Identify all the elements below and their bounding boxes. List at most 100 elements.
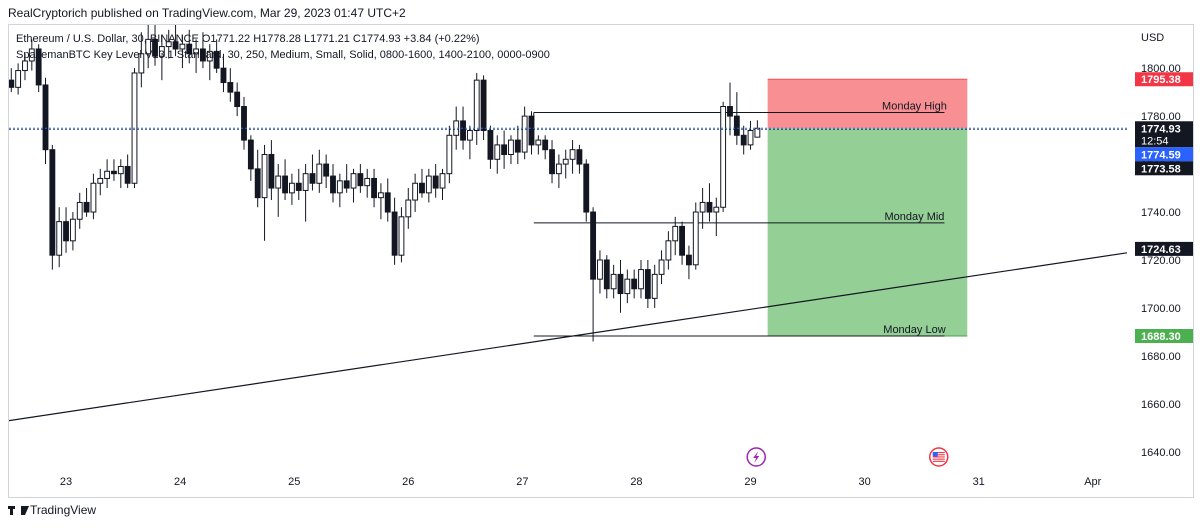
candle-body xyxy=(330,175,336,194)
candle xyxy=(466,125,473,160)
candle-body xyxy=(665,240,672,261)
candle xyxy=(117,159,124,189)
candlestick-chart[interactable]: Monday High Monday Mid Monday Low USD 1640.… xyxy=(9,25,1193,497)
candle xyxy=(439,168,446,201)
candle xyxy=(104,159,111,189)
candle-body xyxy=(754,127,761,138)
candle xyxy=(487,125,494,169)
candle xyxy=(686,245,692,280)
candle xyxy=(555,154,562,189)
candle-body xyxy=(83,201,90,213)
candle-body xyxy=(63,221,69,242)
candle-body xyxy=(631,278,638,290)
price-label-text: 1774.93 xyxy=(1141,123,1181,135)
candle xyxy=(727,82,733,136)
x-tick-label: 26 xyxy=(402,476,414,488)
y-tick-label: 1720.00 xyxy=(1141,255,1181,267)
price-label-bg xyxy=(1135,329,1193,344)
candle xyxy=(692,202,699,270)
price-label-text: 1724.63 xyxy=(1141,244,1181,256)
candle-body xyxy=(42,84,49,151)
candle-body xyxy=(384,192,391,213)
candle-body xyxy=(302,173,309,191)
candle-body xyxy=(521,115,528,153)
candle xyxy=(158,34,165,81)
candle-body xyxy=(686,254,692,266)
candle xyxy=(213,39,220,73)
candle-body xyxy=(446,134,453,175)
price-label-countdown: 12:54 xyxy=(1141,135,1169,147)
candle xyxy=(631,269,638,299)
tradingview-logo-icon xyxy=(8,504,29,516)
candle xyxy=(28,39,35,71)
candle-body xyxy=(679,225,686,256)
flag-stripe xyxy=(932,452,945,454)
candle xyxy=(720,101,727,213)
candle xyxy=(405,188,412,229)
candle xyxy=(597,250,603,294)
price-label-text: 1773.58 xyxy=(1141,163,1181,175)
candle-body xyxy=(295,182,302,191)
y-tick-label: 1800.00 xyxy=(1141,63,1181,75)
x-tick-label: 25 xyxy=(288,476,300,488)
candle-body xyxy=(97,177,104,184)
candle-body xyxy=(323,163,330,177)
candle-body xyxy=(49,149,56,256)
candle xyxy=(638,259,644,299)
candle-body xyxy=(747,130,754,146)
candle-body xyxy=(398,216,405,256)
price-label: 1724.63 xyxy=(1135,241,1193,256)
candle-body xyxy=(740,134,747,146)
position-zones xyxy=(767,78,968,337)
candle-body xyxy=(706,201,713,213)
candle xyxy=(295,168,302,201)
candle xyxy=(63,207,69,253)
candle-body xyxy=(651,273,658,299)
candle-body xyxy=(466,130,473,141)
candle-body xyxy=(9,79,15,88)
flag-stripe xyxy=(932,458,945,460)
candle-body xyxy=(336,180,343,194)
candle xyxy=(172,25,179,57)
candle-body xyxy=(501,144,508,155)
flag-canton xyxy=(932,452,938,457)
price-label-bg xyxy=(1135,147,1193,162)
candle-body xyxy=(549,149,555,175)
candle-body xyxy=(56,221,63,256)
chart-frame xyxy=(8,24,1194,498)
candle-body xyxy=(699,201,706,213)
candle xyxy=(302,164,309,222)
key-levels: Monday High Monday Mid Monday Low xyxy=(533,101,947,337)
candle-body xyxy=(28,48,35,62)
candle-body xyxy=(535,139,542,146)
footer: TradingView xyxy=(8,503,96,517)
candle-body xyxy=(494,144,501,160)
candle xyxy=(357,164,364,193)
candle xyxy=(49,144,56,270)
candle-body xyxy=(309,173,316,184)
x-tick-label: 28 xyxy=(630,476,642,488)
candle-body xyxy=(90,182,97,213)
legend-indicator-line: SpacemanBTC Key Level V13.1 Standard, 30… xyxy=(16,49,550,61)
legend-symbol-line: Ethereum / U.S. Dollar, 30, BINANCE O177… xyxy=(16,33,480,45)
candle xyxy=(254,149,261,208)
candle xyxy=(644,259,651,308)
candle xyxy=(371,168,377,208)
candle-body xyxy=(439,173,446,189)
candle-body xyxy=(412,182,419,201)
axis-currency: USD xyxy=(1141,32,1164,44)
candle xyxy=(672,216,679,256)
price-label: 1773.58 xyxy=(1135,161,1193,176)
candle xyxy=(152,25,158,66)
candle-body xyxy=(419,182,425,194)
candle xyxy=(549,140,555,184)
candle xyxy=(15,63,22,95)
candle xyxy=(138,32,145,88)
candle-body xyxy=(200,48,206,62)
candle xyxy=(220,53,227,93)
candle-body xyxy=(227,82,234,93)
flash-event-icon xyxy=(746,447,766,467)
candle xyxy=(83,188,90,217)
x-axis: 23 24 25 26 27 28 29 30 31 Apr xyxy=(60,476,1102,488)
candle xyxy=(384,178,391,222)
